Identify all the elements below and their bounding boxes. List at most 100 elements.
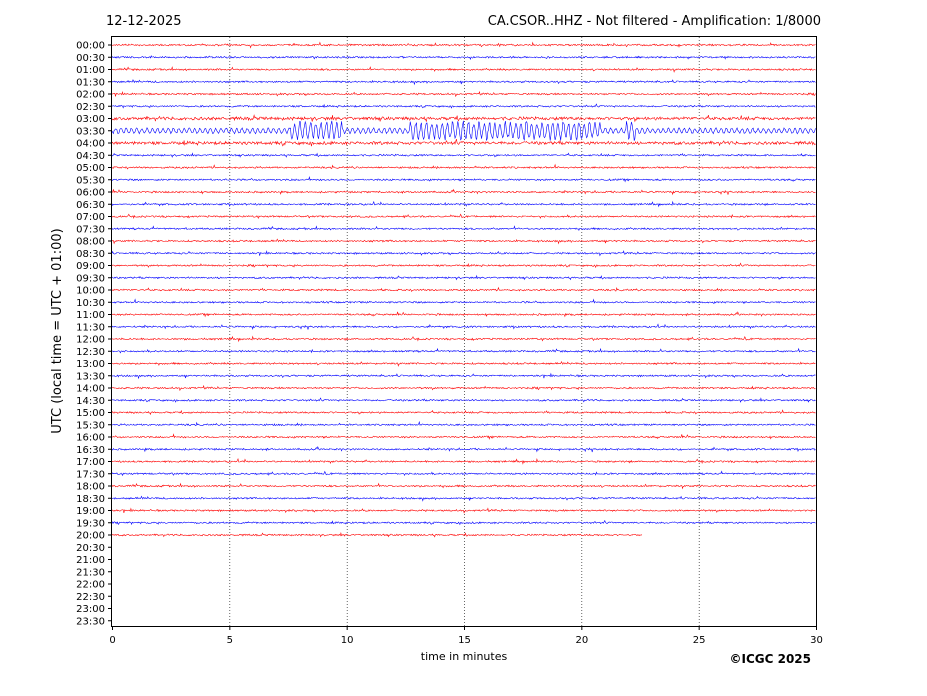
trace-row-10:30 [111,298,816,304]
trace-row-04:30 [111,152,816,158]
date-label: 12-12-2025 [106,14,182,29]
row-label: 03:30 [76,126,105,137]
x-tick-label: 10 [341,635,354,646]
trace-row-07:30 [111,225,816,232]
trace-row-13:30 [111,372,816,380]
row-label: 08:30 [76,249,105,260]
trace-row-11:30 [111,323,816,330]
plot-frame [111,36,817,627]
row-label: 23:30 [76,616,105,627]
row-label: 10:30 [76,298,105,309]
trace-row-14:30 [111,397,816,403]
row-label: 11:30 [76,322,105,333]
trace-row-01:00 [111,66,816,73]
row-label: 07:00 [76,212,105,223]
x-tick-label: 25 [693,635,706,646]
trace-row-14:00 [111,384,816,392]
row-label: 15:00 [76,408,105,419]
row-label: 23:00 [76,604,105,615]
row-label: 12:30 [76,347,105,358]
trace-row-16:00 [111,433,816,440]
row-label: 01:30 [76,77,105,88]
trace-row-18:30 [111,495,816,502]
row-label: 00:00 [76,41,105,52]
row-label: 11:00 [76,310,105,321]
trace-row-08:30 [111,250,816,257]
trace-row-13:00 [112,360,816,367]
trace-row-04:00 [111,139,816,147]
row-label: 09:00 [76,261,105,272]
row-label: 10:00 [76,286,105,297]
row-label: 13:30 [76,371,105,382]
row-label: 05:00 [76,163,105,174]
trace-row-16:30 [111,446,816,453]
row-label: 18:00 [76,482,105,493]
row-label: 22:00 [76,580,105,591]
traces [111,41,816,538]
chart-title: CA.CSOR..HHZ - Not filtered - Amplificat… [488,14,821,29]
trace-row-12:30 [112,347,816,354]
x-tick-label: 20 [575,635,588,646]
trace-row-18:00 [111,482,816,490]
x-axis-label: time in minutes [421,650,508,663]
row-label: 02:00 [76,90,105,101]
trace-row-19:30 [111,519,816,526]
row-label: 12:00 [76,335,105,346]
row-label: 13:00 [76,359,105,370]
row-label: 02:30 [76,102,105,113]
trace-row-03:30 [111,120,816,142]
x-tick-label: 0 [109,635,115,646]
trace-row-03:00 [111,114,816,123]
y-axis-label: UTC (local time = UTC + 01:00) [50,228,65,433]
trace-row-00:30 [111,55,816,61]
trace-row-00:00 [111,41,816,49]
x-ticks: 0 5 10 15 20 25 30 [109,626,823,646]
row-label: 21:30 [76,567,105,578]
row-label: 08:00 [76,237,105,248]
trace-row-07:00 [111,213,816,220]
trace-row-15:30 [111,420,816,427]
row-label: 18:30 [76,494,105,505]
row-label: 03:00 [76,114,105,125]
row-label: 16:00 [76,433,105,444]
trace-row-01:30 [111,79,816,86]
trace-row-10:00 [111,286,816,292]
trace-row-02:30 [111,103,816,109]
x-tick-label: 5 [227,635,233,646]
trace-row-06:30 [111,200,816,208]
row-label: 19:30 [76,518,105,529]
row-label: 14:00 [76,384,105,395]
copyright-label: ©ICGC 2025 [729,652,811,666]
x-tick-label: 30 [810,635,823,646]
trace-row-09:00 [111,262,816,269]
trace-row-05:00 [111,163,816,170]
trace-row-06:00 [111,188,816,196]
row-label: 04:30 [76,151,105,162]
row-label: 06:30 [76,200,105,211]
trace-row-02:00 [111,90,816,98]
row-label: 15:30 [76,420,105,431]
row-label: 06:00 [76,188,105,199]
trace-row-17:30 [111,470,816,477]
trace-row-12:00 [111,335,816,343]
trace-row-17:00 [111,458,816,465]
x-tick-label: 15 [458,635,471,646]
trace-row-09:30 [111,274,816,281]
row-label: 09:30 [76,273,105,284]
row-label: 14:30 [76,396,105,407]
trace-row-11:00 [111,311,816,318]
trace-row-19:00 [111,507,816,514]
row-label: 16:30 [76,445,105,456]
row-label: 21:00 [76,555,105,566]
row-label: 22:30 [76,592,105,603]
row-label: 00:30 [76,53,105,64]
row-label: 17:00 [76,457,105,468]
row-label: 01:00 [76,65,105,76]
row-label: 20:30 [76,543,105,554]
row-label: 17:30 [76,469,105,480]
trace-row-08:00 [111,238,816,245]
row-label: 05:30 [76,175,105,186]
row-label: 19:00 [76,506,105,517]
row-label: 20:00 [76,531,105,542]
